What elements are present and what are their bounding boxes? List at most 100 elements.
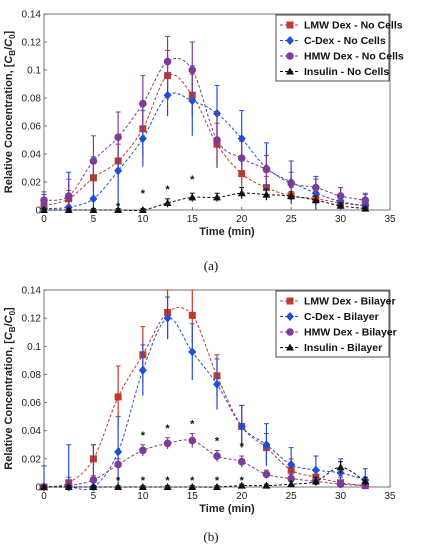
data-point-a-2 [64, 192, 73, 200]
x-axis-label-b: Time (min) [199, 503, 255, 515]
x-tick-label-b: 35 [384, 491, 396, 502]
y-axis-label-part: C [3, 55, 15, 64]
data-point-b-1 [163, 313, 172, 323]
significance-star-a: * [190, 174, 195, 186]
data-point-b-3 [138, 483, 147, 490]
data-point-a-3 [311, 196, 320, 204]
significance-star-b: * [141, 430, 146, 442]
data-point-b-3 [287, 480, 296, 488]
x-tick-label-a: 0 [41, 214, 47, 225]
data-point-b-1 [188, 347, 197, 357]
data-point-b-3 [89, 483, 98, 490]
x-tick-label-b: 20 [236, 491, 248, 502]
data-point-b-2 [213, 452, 221, 460]
x-tick-label-b: 5 [91, 491, 97, 502]
y-tick-label-a: 0.08 [22, 94, 42, 105]
y-tick-label-a: 0.1 [27, 66, 41, 77]
y-tick-label-a: 0.06 [22, 122, 42, 133]
y-tick-label-b: 0.14 [22, 286, 42, 297]
data-point-b-2 [163, 439, 172, 448]
y-tick-label-b: 0.12 [22, 314, 42, 325]
significance-star-a: * [165, 184, 170, 196]
data-point-a-2 [188, 66, 197, 74]
y-axis-label-part: Relative Concentration, [ [3, 63, 15, 193]
data-point-a-3 [89, 206, 98, 213]
data-point-a-3 [237, 189, 246, 197]
data-point-a-3 [213, 193, 221, 201]
y-tick-label-b: 0.06 [22, 398, 42, 409]
plot-frame-a [43, 13, 391, 211]
legend-marker-b-1 [286, 312, 294, 321]
data-point-a-1 [163, 90, 172, 100]
y-axis-label-part: ] [3, 307, 15, 311]
y-tick-label-a: 0.12 [22, 38, 42, 49]
legend-marker-a-1 [286, 36, 294, 45]
y-axis-label-part: ] [3, 30, 15, 34]
y-axis-label-part: C [3, 331, 15, 340]
y-axis-label-part: Relative Concentration, [ [3, 340, 15, 470]
data-point-b-2 [336, 480, 345, 488]
data-point-b-2 [287, 474, 295, 483]
significance-star-b: * [240, 475, 245, 487]
data-point-b-0 [188, 311, 196, 319]
data-point-a-3 [64, 206, 73, 213]
data-point-b-1 [138, 365, 147, 375]
legend-label-a-3: Insulin - No Cells [304, 66, 389, 78]
x-tick-label-b: 25 [286, 491, 298, 502]
y-tick-label-a: 0 [35, 206, 41, 217]
data-point-b-3 [64, 483, 73, 490]
data-point-a-2 [262, 165, 271, 174]
data-point-b-3 [361, 477, 370, 485]
legend-marker-a-0 [286, 21, 294, 29]
x-tick-label-b: 0 [41, 491, 47, 502]
y-axis-label-part: C [3, 314, 15, 323]
y-tick-label-b: 0.08 [22, 370, 42, 381]
legend-label-b-2: HMW Dex - Bilayer [304, 327, 397, 339]
series-a-2 [40, 35, 370, 210]
significance-star-a: * [116, 201, 121, 213]
legend-marker-b-3 [286, 343, 294, 351]
data-point-b-3 [237, 481, 246, 489]
legend-marker-a-2 [286, 52, 294, 60]
significance-star-b: * [240, 441, 245, 453]
series-b-2 [40, 433, 370, 491]
x-tick-label-a: 10 [137, 214, 149, 225]
data-point-a-2 [287, 179, 295, 188]
x-tick-label-a: 15 [187, 214, 199, 225]
series-a-1 [40, 65, 370, 214]
legend-box-a [275, 14, 390, 82]
data-point-a-1 [138, 134, 147, 144]
data-point-b-1 [311, 465, 320, 475]
data-point-a-2 [312, 183, 320, 192]
y-tick-label-b: 0.02 [22, 454, 42, 465]
data-point-b-3 [311, 477, 320, 485]
caption-b: (b) [203, 529, 218, 544]
y-tick-label-b: 0 [35, 483, 41, 494]
data-point-b-1 [213, 379, 221, 389]
series-b-3 [40, 461, 370, 490]
data-point-a-3 [262, 190, 271, 198]
x-tick-label-a: 20 [236, 214, 248, 225]
series-a-3 [40, 187, 370, 213]
data-point-b-2 [237, 457, 246, 466]
series-line-b-0 [43, 307, 366, 488]
significance-star-b: * [141, 475, 146, 487]
data-point-a-3 [163, 199, 172, 206]
data-point-a-3 [361, 204, 370, 212]
data-point-a-3 [188, 193, 197, 201]
y-axis-label-part: 0 [8, 310, 17, 315]
y-tick-label-a: 0.04 [22, 150, 42, 161]
y-axis-label-part: B [8, 326, 17, 332]
x-tick-label-a: 25 [286, 214, 298, 225]
x-tick-label-b: 15 [187, 491, 199, 502]
legend-label-a-0: LMW Dex - No Cells [304, 20, 403, 32]
x-tick-label-a: 30 [335, 214, 347, 225]
data-point-b-3 [114, 483, 123, 490]
data-point-b-3 [336, 463, 345, 471]
y-axis-label-part: B [8, 50, 17, 56]
data-point-a-3 [114, 206, 123, 213]
data-point-b-3 [163, 483, 172, 490]
chart-panel-a: 0 0.02 0.04 0.06 0.08 0.1 0.12 0.14 0 5 10 15 20 25 30… [3, 10, 404, 274]
data-point-a-2 [139, 99, 147, 108]
